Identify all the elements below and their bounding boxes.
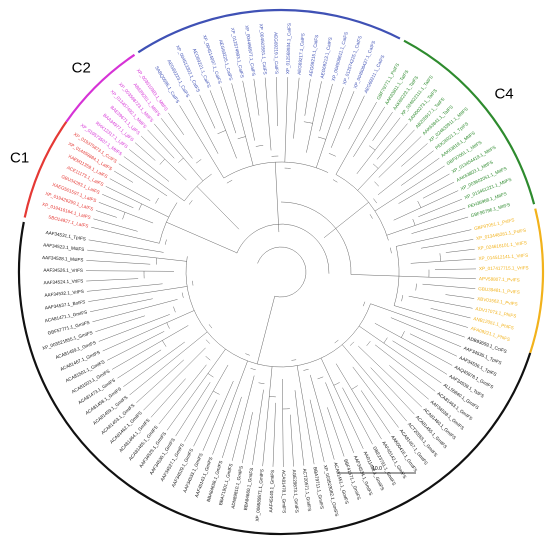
leaf-label: AAF34524.1_VrIFS — [43, 278, 83, 285]
leaf-label: XBV01562.1_PvIFS — [477, 296, 518, 307]
leaf-label: GBU39481.1_PvIFS — [478, 286, 520, 295]
leaf-label: ACA81473.1_GmIFS — [77, 378, 116, 406]
scale-bar-label: 10.0 — [372, 466, 382, 472]
leaf-labels: SBO14827.1_LaIFSXP_019416164.1_LaIFSXP_0… — [41, 23, 528, 522]
leaf-label: AGE29873.1_GmIFS — [292, 469, 300, 513]
clade-arcs — [17, 8, 545, 536]
leaf-label: XP_004496977.1_CaIFS — [244, 25, 256, 76]
leaf-label: BBA84660.1_GmIFS — [243, 467, 254, 510]
clade-label-c6: C6 — [200, 539, 219, 540]
leaf-label: XP_014512141.1_VrIFS — [478, 253, 528, 261]
clade-arc-c5 — [529, 208, 545, 354]
leaf-label: ALL55840.1_GmIFS — [443, 382, 480, 410]
leaf-label: APV58807.1_PvIFS — [479, 276, 520, 282]
scale-bar: 10.0 — [338, 466, 416, 474]
leaf-label: XP_017417715.1_VrIFS — [479, 265, 529, 271]
clade-labels: C1C2C3C4C5C6 — [10, 60, 514, 540]
clade-arc-c1 — [23, 121, 68, 218]
leaf-label: ACA81470.1_GmIFS — [281, 470, 287, 513]
leaf-label: AEG69213.1_CaIFS — [319, 37, 333, 79]
leaf-label: BBA79711.1_GmIFS — [312, 467, 324, 510]
leaf-label: XP_012568934.1_CaIFS — [285, 23, 292, 74]
leaf-label: ACT20571.1_GmIFS — [302, 468, 312, 511]
leaf-label: AAF34531.1_TpIFS — [45, 230, 86, 242]
clade-arc-c4 — [403, 39, 536, 205]
leaf-label: AEG69217.1_CaIFS — [297, 33, 306, 75]
leaf-label: AAF34532.1_VrIFS — [44, 289, 84, 298]
clade-arc-c3 — [137, 8, 401, 54]
leaf-label: AAF34523.1_MsIFS — [43, 242, 85, 252]
leaf-label: AAF34526.1_VrIFS — [43, 268, 83, 273]
leaf-label: AAF45140.1_GmIFS — [268, 470, 275, 513]
leaf-label: AAF34528.1_MsIFS — [42, 255, 84, 262]
clade-arc-c6 — [17, 221, 532, 536]
leaf-label: XP_004503581.1_CaIFS — [259, 24, 268, 75]
leaf-label: AEG69215.1_CaIFS — [308, 34, 319, 76]
clade-label-c1: C1 — [10, 149, 29, 166]
leaf-label: XP_013448261.1_PsIFS — [476, 228, 527, 241]
tree-branches — [85, 77, 476, 467]
leaf-label: GBF97051.1_PsIFS — [474, 217, 515, 231]
leaf-label: AAF34537.1_BoIFS — [44, 299, 85, 310]
leaf-label: ADN89810.1_GmIFS — [230, 465, 244, 509]
leaf-label: AAF45142.1_GmIFS — [381, 440, 407, 479]
leaf-label: AEG69219.1_CaIFS — [273, 32, 279, 74]
leaf-label: XP_006589571.1_GmIFS — [255, 469, 265, 522]
leaf-label: XP_024616101.1_VrIFS — [477, 240, 527, 251]
clade-label-c2: C2 — [72, 60, 91, 77]
clade-label-c4: C4 — [494, 86, 513, 103]
clade-arc-c2 — [65, 53, 136, 123]
